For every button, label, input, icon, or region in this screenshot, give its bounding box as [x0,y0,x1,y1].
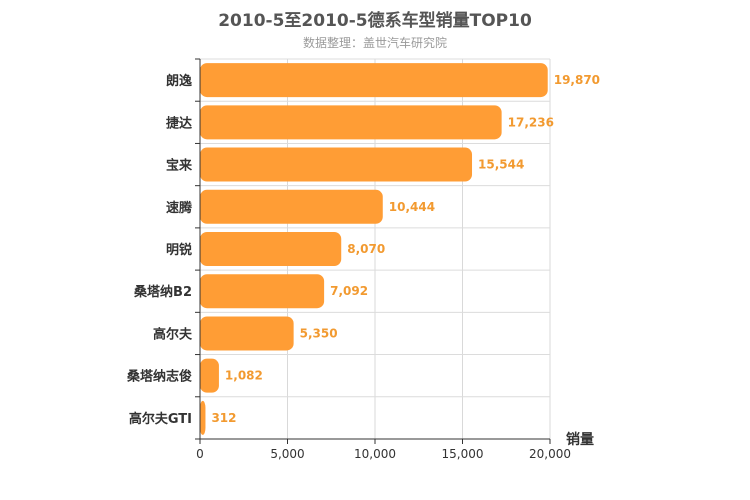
x-tick-label: 0 [196,447,204,461]
value-label: 7,092 [330,284,368,298]
value-label: 17,236 [508,115,554,129]
category-label: 桑塔纳志俊 [126,369,192,385]
chart-title: 2010-5至2010-5德系车型销量TOP10 [218,11,532,31]
value-label: 5,350 [300,326,338,340]
bar-6 [200,274,325,309]
x-tick-label: 20,000 [529,447,571,461]
x-tick-label: 10,000 [354,447,396,461]
value-label: 15,544 [478,158,524,172]
x-axis-title: 销量 [566,431,594,448]
bar-5 [200,232,342,266]
bar-7 [200,316,294,351]
category-label: 捷达 [166,115,192,131]
x-tick-label: 15,000 [442,447,484,461]
value-label: 8,070 [347,242,385,256]
category-label: 高尔夫 [153,326,193,342]
x-tick-label: 5,000 [270,447,304,461]
value-label: 10,444 [389,200,435,214]
bar-4 [200,189,383,224]
category-label: 速腾 [166,200,193,216]
bar-8 [200,358,219,393]
category-label: 高尔夫GTI [129,411,192,427]
chart-subtitle: 数据整理：盖世汽车研究院 [302,36,447,50]
category-label: 宝来 [166,158,193,174]
bar-1 [200,63,548,98]
category-label: 明锐 [166,242,192,258]
bar-2 [200,105,502,140]
bar-9 [200,400,206,435]
category-label: 桑塔纳B2 [133,284,192,300]
value-label: 1,082 [225,369,263,383]
category-label: 朗逸 [166,73,192,89]
value-label: 312 [211,411,236,425]
bar-3 [200,147,473,182]
value-label: 19,870 [554,73,600,87]
